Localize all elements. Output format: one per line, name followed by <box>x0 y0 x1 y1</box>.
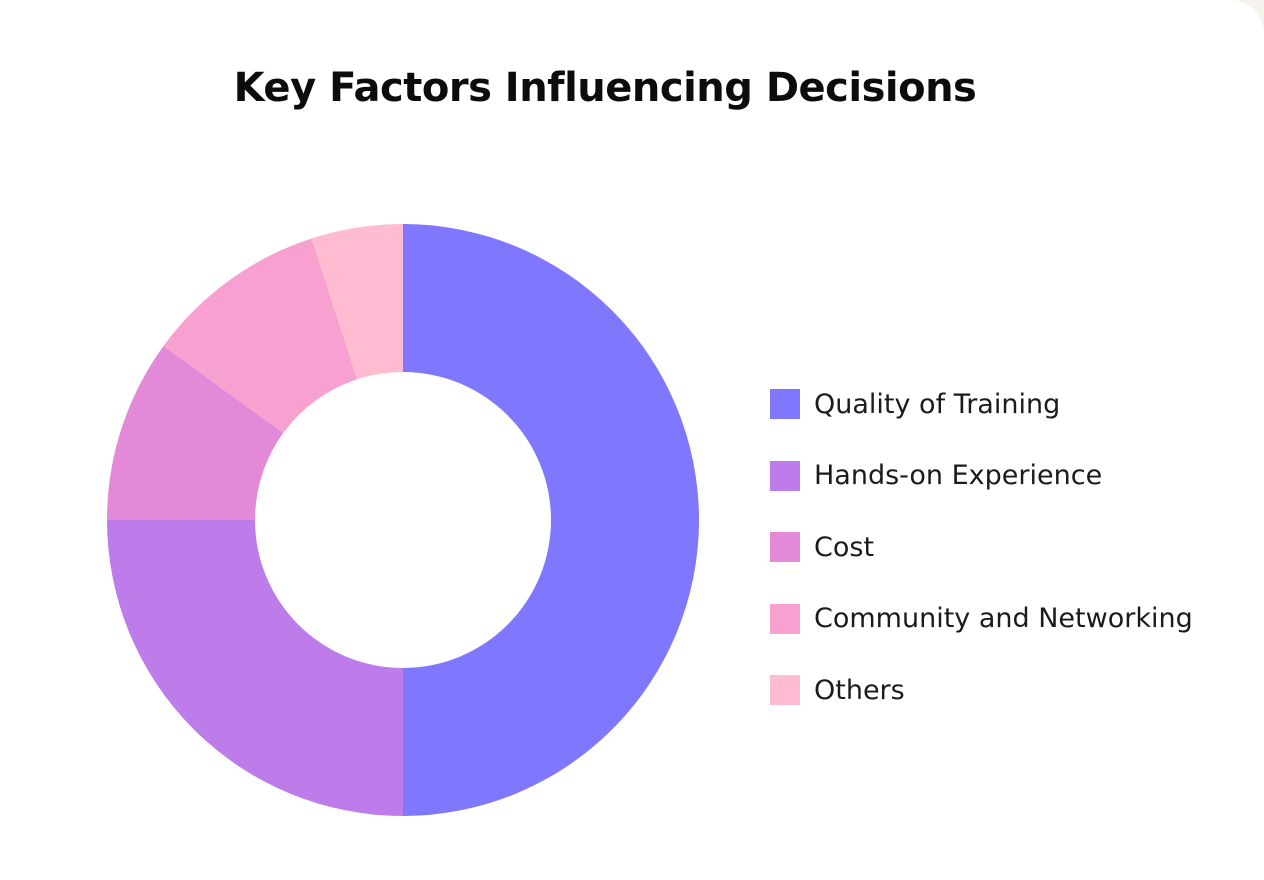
legend-swatch <box>770 460 800 491</box>
legend-swatch <box>770 603 800 634</box>
legend-item: Cost <box>770 525 1193 569</box>
legend-item: Others <box>770 668 1193 712</box>
legend-label: Others <box>814 674 905 706</box>
donut-slices <box>107 224 699 816</box>
legend-swatch <box>770 389 800 419</box>
donut-slice-others <box>311 224 403 380</box>
donut-slice-cost <box>107 346 284 520</box>
legend-item: Quality of Training <box>770 382 1193 426</box>
donut-chart <box>107 224 699 816</box>
legend-swatch <box>770 675 800 705</box>
legend-item: Community and Networking <box>770 597 1193 641</box>
donut-slice-community-and-networking <box>163 238 358 434</box>
donut-slice-hands-on-experience <box>107 520 403 816</box>
donut-slice-quality-of-training <box>403 224 699 816</box>
legend-item: Hands-on Experience <box>770 454 1193 498</box>
legend-label: Cost <box>814 531 875 563</box>
chart-legend: Quality of Training Hands-on Experience Co… <box>770 382 1193 740</box>
legend-label: Hands-on Experience <box>814 460 1103 491</box>
legend-swatch <box>770 532 800 562</box>
legend-label: Community and Networking <box>814 603 1193 634</box>
legend-label: Quality of Training <box>814 388 1061 420</box>
chart-title: Key Factors Influencing Decisions <box>233 65 977 111</box>
